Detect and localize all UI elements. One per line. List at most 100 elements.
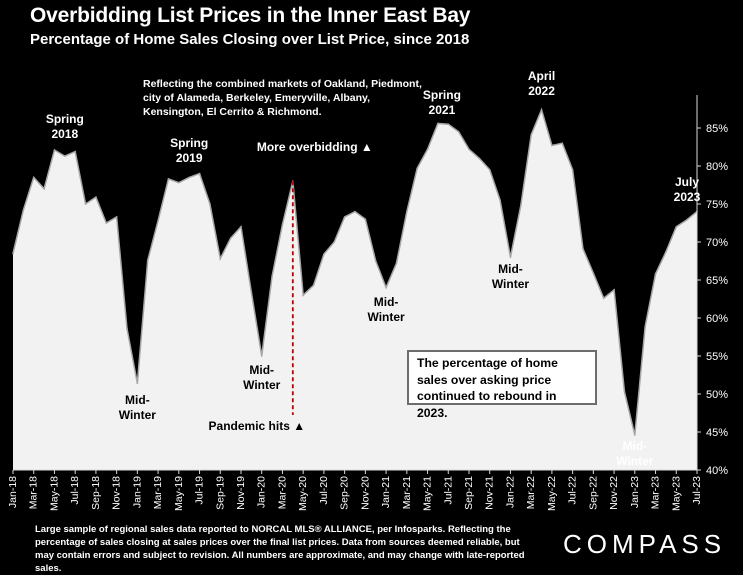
data-point	[323, 253, 325, 255]
x-tick-label: May-18	[48, 476, 60, 511]
x-tick-label: Jul-19	[194, 476, 206, 505]
x-tick-label: Jul-20	[318, 476, 330, 505]
data-point	[582, 248, 584, 250]
compass-logo: COMPASS	[563, 529, 727, 559]
data-point	[509, 256, 512, 259]
series-area	[13, 109, 697, 470]
y-axis: 40% 45% 50% 55% 60% 65% 70% 75% 80% 85%	[696, 95, 728, 477]
data-point	[654, 273, 657, 275]
x-tick-label: Nov-19	[235, 476, 247, 510]
x-tick-label: Sep-21	[463, 476, 475, 510]
data-point	[250, 291, 253, 293]
data-point	[126, 327, 128, 330]
data-point	[520, 204, 522, 207]
data-point	[74, 150, 76, 153]
x-tick-label: Jul-18	[69, 476, 81, 505]
x-tick-label: May-22	[546, 476, 558, 511]
annotation-label: Spring 2018	[46, 112, 84, 141]
annotation-label: Mid-Winter	[367, 295, 405, 324]
data-point	[43, 188, 45, 190]
data-point	[22, 209, 25, 211]
x-tick-label: Mar-18	[28, 476, 40, 509]
data-point	[623, 390, 626, 393]
data-point	[12, 252, 14, 255]
data-point	[478, 157, 481, 160]
x-tick-label: Mar-19	[152, 476, 164, 509]
annotation-label: Spring 2021	[423, 88, 461, 117]
data-point	[634, 434, 636, 436]
data-point	[240, 226, 242, 228]
x-tick-label: Sep-18	[90, 476, 102, 510]
x-tick-label: May-21	[422, 476, 434, 511]
source-footnote: Large sample of regional sales data repo…	[35, 524, 525, 574]
data-point	[260, 355, 263, 357]
y-tick-label: 45%	[706, 427, 728, 439]
chart-marks	[12, 107, 698, 470]
x-tick-label: Jul-21	[442, 476, 454, 505]
annotation-label: July 2023	[674, 175, 701, 204]
data-point	[198, 172, 201, 175]
x-tick-label: Nov-21	[484, 476, 496, 510]
data-point	[84, 203, 87, 205]
data-point	[312, 284, 315, 287]
annotation-label: Mid-Winter	[119, 393, 157, 422]
y-tick-label: 70%	[706, 237, 728, 249]
data-point	[354, 210, 356, 213]
data-point	[95, 196, 97, 198]
market-note: Reflecting the combined markets of Oakla…	[143, 78, 422, 118]
data-point	[115, 216, 118, 218]
data-point	[488, 169, 491, 171]
annotation-label: Mid-Winter	[243, 363, 281, 392]
x-tick-label: Nov-18	[111, 476, 123, 510]
x-tick-label: May-20	[297, 476, 309, 511]
data-point	[437, 122, 439, 125]
data-point	[457, 131, 460, 133]
y-tick-label: 60%	[706, 313, 728, 325]
y-tick-label: 50%	[706, 389, 728, 401]
x-tick-label: Jan-22	[504, 476, 516, 508]
data-point	[157, 219, 159, 222]
x-tick-label: Nov-20	[359, 476, 371, 510]
data-point	[374, 260, 377, 262]
data-point	[416, 167, 418, 170]
data-point	[468, 148, 470, 151]
x-tick-label: Jan-19	[131, 476, 143, 508]
data-point	[146, 259, 149, 262]
x-tick-label: Jan-18	[7, 476, 19, 508]
data-point	[644, 325, 646, 328]
data-point	[540, 108, 543, 111]
y-tick-label: 40%	[706, 465, 728, 477]
annotation-label: Mid-Winter	[492, 262, 530, 291]
x-tick-label: Mar-21	[401, 476, 413, 509]
data-point	[675, 226, 678, 228]
data-point	[281, 223, 284, 226]
x-tick-label: May-23	[670, 476, 682, 511]
y-tick-label: 75%	[706, 199, 728, 211]
x-tick-label: Sep-22	[587, 476, 599, 510]
data-point	[343, 216, 346, 218]
data-point	[426, 148, 429, 151]
data-point	[229, 237, 232, 239]
data-point	[53, 149, 56, 151]
data-point	[64, 155, 66, 157]
data-point	[302, 294, 304, 297]
data-point	[136, 382, 139, 385]
data-point	[685, 219, 688, 221]
annotation-label: April 2022	[528, 69, 555, 98]
x-tick-label: Jul-22	[567, 476, 579, 505]
y-tick-label: 80%	[706, 161, 728, 173]
y-tick-label: 55%	[706, 351, 728, 363]
x-axis: Jan-18 Mar-18 May-18 Jul-18 Sep-18 Nov-18 Jan-…	[7, 469, 703, 511]
data-point	[561, 142, 564, 144]
data-point	[571, 169, 574, 171]
data-point	[447, 123, 450, 125]
data-point	[105, 222, 108, 224]
x-tick-label: Jul-23	[691, 476, 703, 505]
data-point	[530, 134, 532, 136]
annotation-label: Fall 2020	[342, 174, 369, 203]
data-point	[167, 178, 170, 180]
y-tick-label: 85%	[706, 123, 728, 135]
data-point	[395, 262, 398, 265]
data-point	[551, 144, 553, 147]
x-tick-label: Sep-20	[339, 476, 351, 510]
